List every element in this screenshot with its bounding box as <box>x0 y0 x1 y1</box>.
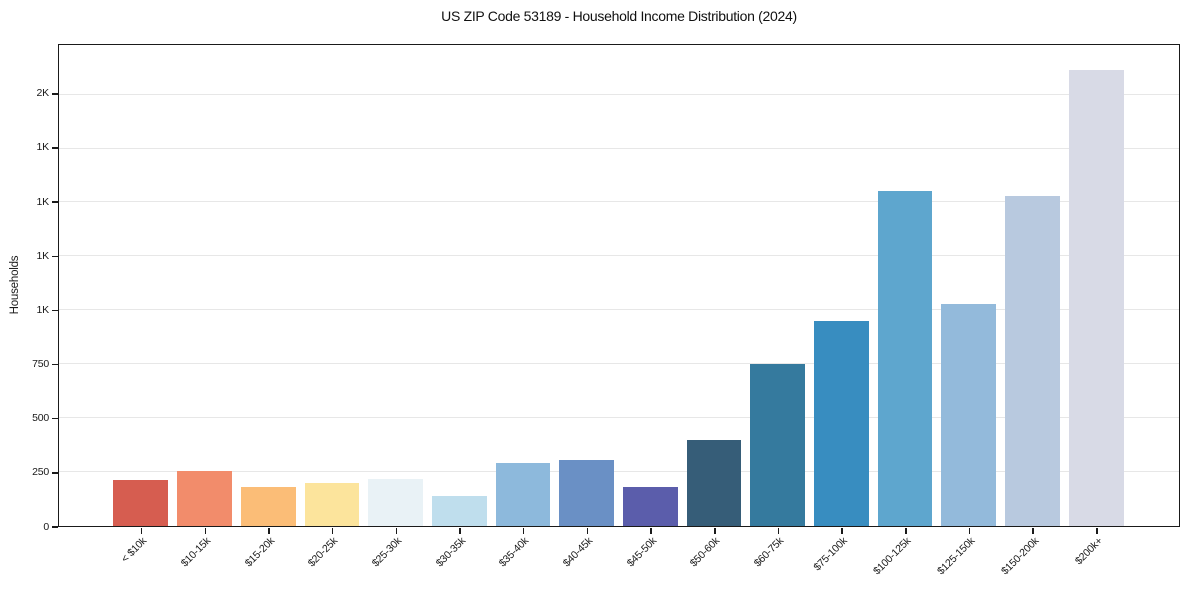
x-tick-label: $25-30k <box>369 535 405 570</box>
bar-$25-30k <box>368 478 423 526</box>
x-tick <box>777 527 780 534</box>
x-tick-label: $35-40k <box>497 535 532 570</box>
x-tick <box>1096 527 1098 534</box>
bar-slot: $25-30k <box>364 45 428 569</box>
x-tick <box>395 527 398 534</box>
gridline <box>59 255 1179 257</box>
y-tick <box>52 147 58 149</box>
y-tick-label: 2K <box>36 87 50 100</box>
gridline <box>59 309 1179 311</box>
bar-$40-45k <box>559 460 615 526</box>
bar-$45-50k <box>622 487 678 526</box>
x-tick-label: $60-75k <box>751 535 787 570</box>
bar-< $10k <box>113 479 169 526</box>
y-tick <box>52 309 58 312</box>
y-tick-label: 1K <box>36 303 50 316</box>
bar-slot: $150-200k <box>999 45 1065 577</box>
x-tick <box>140 527 143 534</box>
gridline <box>59 93 1179 95</box>
x-tick-label: $40-45k <box>560 535 596 570</box>
bar-slot: $10-15k <box>173 45 237 569</box>
bar-slot: $30-35k <box>427 45 491 569</box>
x-tick <box>204 527 207 534</box>
gridline <box>59 363 1179 365</box>
x-tick <box>268 527 270 534</box>
x-tick <box>714 527 716 534</box>
bar-slot: $45-50k <box>619 45 683 569</box>
bar-slot: $60-75k <box>746 45 810 569</box>
gridline <box>59 417 1179 419</box>
bar-$15-20k <box>240 487 296 526</box>
bar-$75-100k <box>814 321 869 526</box>
bar-$100-125k <box>877 190 933 526</box>
y-tick-label: 500 <box>32 412 49 425</box>
x-tick-label: $75-100k <box>811 535 850 574</box>
bar-slot: $20-25k <box>300 45 364 569</box>
y-tick <box>52 255 58 257</box>
gridline <box>59 201 1179 203</box>
x-tick <box>905 527 907 534</box>
y-tick <box>52 472 58 474</box>
y-tick-label: 1K <box>36 195 50 208</box>
x-tick <box>1032 527 1034 534</box>
gridline <box>59 147 1179 149</box>
x-tick <box>586 527 589 534</box>
x-tick <box>650 527 652 534</box>
x-tick <box>522 527 525 534</box>
x-tick-label: $100-125k <box>871 535 914 578</box>
bar-$200k+ <box>1068 69 1124 526</box>
x-tick <box>459 527 461 534</box>
plot-area: < $10k $10-15k $15-20k $20-25k $25-30k $30-35… <box>58 44 1180 577</box>
bar-$125-150k <box>941 303 997 526</box>
bar-$35-40k <box>495 463 551 526</box>
gridline <box>59 471 1179 473</box>
x-tick-label: $10-15k <box>178 535 214 570</box>
x-tick-label: $50-60k <box>688 535 723 570</box>
y-tick-label: 750 <box>32 358 49 371</box>
bar-slot: $40-45k <box>555 45 619 569</box>
x-tick-label: $30-35k <box>433 535 468 570</box>
x-tick-label: $45-50k <box>624 535 659 570</box>
bar-$10-15k <box>177 471 232 526</box>
x-tick-label: $125-150k <box>934 535 978 578</box>
bar-slot: $200k+ <box>1064 45 1128 567</box>
bar-$50-60k <box>686 439 742 526</box>
x-tick <box>331 527 334 534</box>
y-tick <box>52 93 58 95</box>
y-tick <box>52 201 58 203</box>
bar-slot: $35-40k <box>491 45 555 569</box>
x-tick-label: $20-25k <box>306 535 341 570</box>
bar-$20-25k <box>304 482 360 526</box>
y-tick <box>52 417 58 420</box>
x-tick <box>968 527 971 534</box>
bar-slot: $100-125k <box>871 45 937 577</box>
bar-$30-35k <box>431 495 487 526</box>
y-tick-label: 250 <box>32 466 49 479</box>
bar-slot: < $10k <box>109 45 173 565</box>
y-tick-label: 1K <box>36 249 50 262</box>
y-tick-label: 0 <box>43 520 49 533</box>
bar-slot: $15-20k <box>236 45 300 569</box>
bar-slot: $125-150k <box>935 45 1001 577</box>
chart-title: US ZIP Code 53189 - Household Income Dis… <box>441 8 797 24</box>
x-tick-label: $200k+ <box>1072 535 1105 568</box>
x-tick-label: $150-200k <box>998 535 1041 578</box>
bar-$150-200k <box>1005 196 1060 526</box>
bars-row: < $10k $10-15k $15-20k $20-25k $25-30k $30-35… <box>59 45 1179 577</box>
bar-slot: $75-100k <box>810 45 874 573</box>
y-tick <box>52 363 58 366</box>
x-tick-label: $15-20k <box>242 535 277 570</box>
bar-$60-75k <box>750 364 806 526</box>
x-tick-label: < $10k <box>119 535 150 566</box>
x-tick <box>841 527 843 534</box>
y-tick <box>52 526 58 528</box>
y-tick-label: 1K <box>36 141 50 154</box>
bar-slot: $50-60k <box>682 45 746 569</box>
